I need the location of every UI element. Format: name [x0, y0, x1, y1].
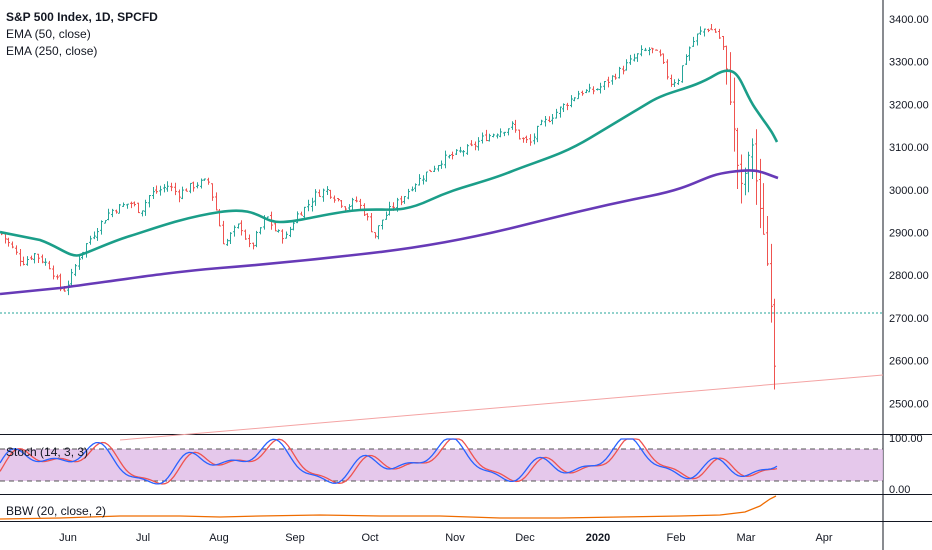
price-pane: 3400.00 3300.00 3200.00 3100.00 3000.00 2900.…: [0, 10, 929, 441]
price-tick-label: 3100.00: [889, 142, 929, 154]
time-tick-label: Feb: [667, 532, 686, 544]
stoch-pane: Stoch (14, 3, 3) 100.00 0.00: [0, 433, 923, 496]
ema-250-legend: EMA (250, close): [6, 44, 97, 58]
price-tick-label: 3300.00: [889, 57, 929, 69]
time-tick-label: Sep: [285, 532, 305, 544]
price-tick-label: 3000.00: [889, 185, 929, 197]
trend-line: [119, 374, 884, 441]
candles: [0, 24, 776, 390]
time-tick-label: Aug: [209, 532, 229, 544]
time-tick-label: Apr: [815, 532, 832, 544]
stoch-k-line: [0, 438, 778, 485]
bbw-legend: BBW (20, close, 2): [6, 504, 106, 518]
time-tick-label: Oct: [361, 532, 378, 544]
stoch-band: [0, 449, 883, 481]
price-axis: 3400.00 3300.00 3200.00 3100.00 3000.00 2900.…: [889, 14, 929, 410]
time-axis: Jun Jul Aug Sep Oct Nov Dec 2020 Feb Mar Apr: [59, 532, 833, 544]
price-tick-label: 2800.00: [889, 270, 929, 282]
time-tick-label: Nov: [445, 532, 465, 544]
stoch-legend: Stoch (14, 3, 3): [6, 445, 88, 459]
ema-50-line: [0, 69, 779, 257]
price-tick-label: 2500.00: [889, 398, 929, 410]
chart-title: S&P 500 Index, 1D, SPCFD: [6, 10, 158, 24]
bbw-line: [0, 495, 777, 520]
time-tick-label: Jul: [136, 532, 150, 544]
time-tick-label: Dec: [515, 532, 535, 544]
time-tick-label: Jun: [59, 532, 77, 544]
stoch-d-line: [0, 438, 778, 485]
ema-50-legend: EMA (50, close): [6, 27, 91, 41]
stoch-tick-100: 100.00: [889, 433, 923, 445]
price-tick-label: 2900.00: [889, 228, 929, 240]
price-tick-label: 2700.00: [889, 313, 929, 325]
ema-250-line: [0, 169, 779, 296]
price-tick-label: 3400.00: [889, 14, 929, 26]
time-tick-label: 2020: [586, 532, 610, 544]
price-tick-label: 3200.00: [889, 99, 929, 111]
price-tick-label: 2600.00: [889, 356, 929, 368]
bbw-pane: BBW (20, close, 2): [0, 495, 777, 520]
time-tick-label: Mar: [737, 532, 756, 544]
stoch-tick-0: 0.00: [889, 484, 910, 496]
